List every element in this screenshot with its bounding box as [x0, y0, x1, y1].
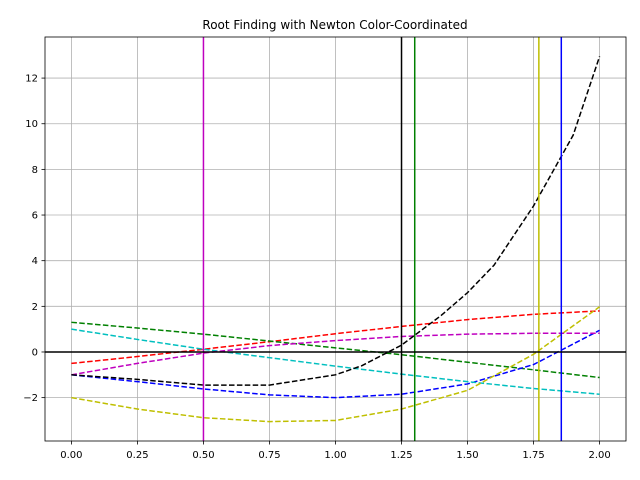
- series-line-3: [71, 329, 600, 399]
- series-line-1: [71, 310, 600, 365]
- series-line-6: [71, 306, 601, 423]
- y-tick-label: 2: [32, 302, 38, 313]
- series-line-2: [71, 321, 600, 379]
- series-line-4: [71, 328, 600, 395]
- x-tick-label: 2.00: [588, 450, 610, 461]
- y-tick-label: 4: [32, 256, 38, 267]
- ticks: 0.00 0.25 0.50 0.75 1.00 1.25 1.50 1.75 2.00 −2 0 2…: [23, 74, 610, 461]
- series-layer: [71, 56, 601, 423]
- x-tick-label: 0.25: [126, 450, 148, 461]
- x-tick-label: 1.75: [522, 450, 544, 461]
- x-tick-label: 1.25: [390, 450, 412, 461]
- x-tick-label: 1.50: [456, 450, 478, 461]
- y-tick-label: 8: [32, 165, 38, 176]
- chart-title: Root Finding with Newton Color-Coordinat…: [202, 18, 467, 32]
- y-tick-label: −2: [23, 393, 38, 404]
- y-tick-label: 10: [25, 119, 38, 130]
- x-tick-label: 0.75: [258, 450, 280, 461]
- y-tick-label: 0: [32, 347, 38, 358]
- x-tick-label: 1.00: [324, 450, 346, 461]
- series-line-5: [71, 332, 600, 376]
- x-tick-label: 0.50: [192, 450, 214, 461]
- series-line-7: [71, 56, 601, 386]
- y-tick-label: 6: [32, 211, 38, 222]
- x-tick-label: 0.00: [60, 450, 82, 461]
- vertical-lines: [202, 37, 563, 441]
- y-tick-label: 12: [25, 74, 38, 85]
